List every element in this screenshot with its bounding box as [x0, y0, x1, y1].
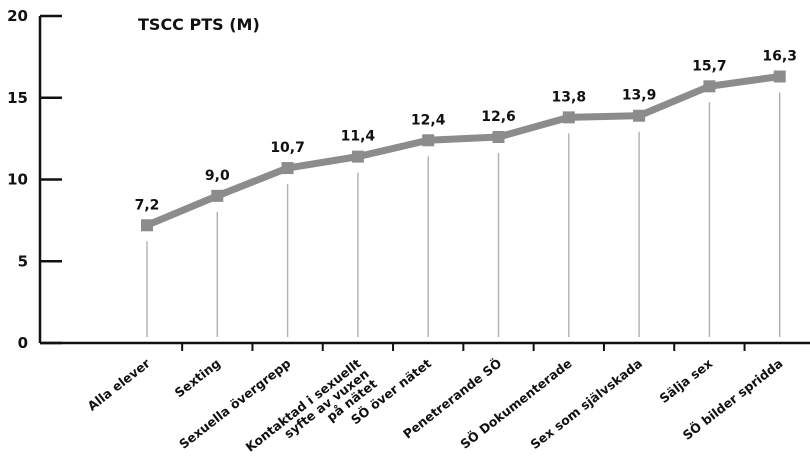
y-tick-label: 0 [18, 334, 28, 352]
x-category-label: Sexuella övergrepp [176, 356, 293, 452]
x-category-label: Alla elever [84, 355, 153, 414]
x-category-label-line: Sexuella övergrepp [176, 356, 293, 452]
data-label: 10,7 [270, 140, 305, 156]
y-axis: 0 5 10 15 20 [7, 7, 62, 352]
y-tick-label: 20 [7, 7, 28, 25]
data-label: 15,7 [692, 58, 727, 74]
x-category-label-line: Sex som självskada [527, 356, 645, 452]
data-point-marker [281, 162, 294, 175]
data-point-marker [633, 109, 646, 122]
y-tick-label: 5 [18, 252, 28, 270]
data-label: 12,4 [411, 112, 446, 128]
x-category-label: Sälja sex [657, 356, 716, 406]
y-tick-label: 10 [7, 171, 28, 189]
data-point-marker [211, 189, 224, 202]
data-label: 11,4 [341, 129, 376, 145]
data-point-marker [773, 70, 786, 83]
series-line [143, 72, 784, 229]
data-label: 13,8 [552, 89, 587, 105]
x-category-label: SÖ Dokumenterade [457, 356, 574, 452]
chart-title: TSCC PTS (M) [138, 15, 260, 34]
x-category-label-line: Sälja sex [657, 356, 716, 406]
data-point-marker [562, 111, 575, 124]
data-label: 12,6 [481, 109, 516, 125]
data-label: 13,9 [622, 88, 657, 104]
series-line-group [141, 70, 786, 232]
data-label: 7,2 [135, 197, 160, 213]
data-point-marker [422, 134, 435, 147]
x-category-label-line: Sexting [172, 356, 224, 401]
x-category-label-line: SÖ Dokumenterade [457, 356, 574, 452]
x-axis [40, 341, 810, 351]
x-category-label-line: Alla elever [84, 355, 153, 414]
y-tick-label: 15 [7, 89, 28, 107]
data-point-marker [351, 150, 364, 163]
data-point-marker [492, 130, 505, 143]
data-point-marker [141, 219, 153, 232]
data-label: 9,0 [205, 168, 230, 184]
drop-lines [146, 92, 781, 337]
data-point-marker [703, 80, 716, 93]
x-category-label: Sex som självskada [527, 356, 645, 452]
x-category-label: Sexting [172, 356, 224, 401]
data-label: 16,3 [762, 48, 797, 64]
data-labels: 7,2 9,0 10,7 11,4 12,4 12,6 13,8 13,9 15,7 16,3 [135, 48, 797, 213]
